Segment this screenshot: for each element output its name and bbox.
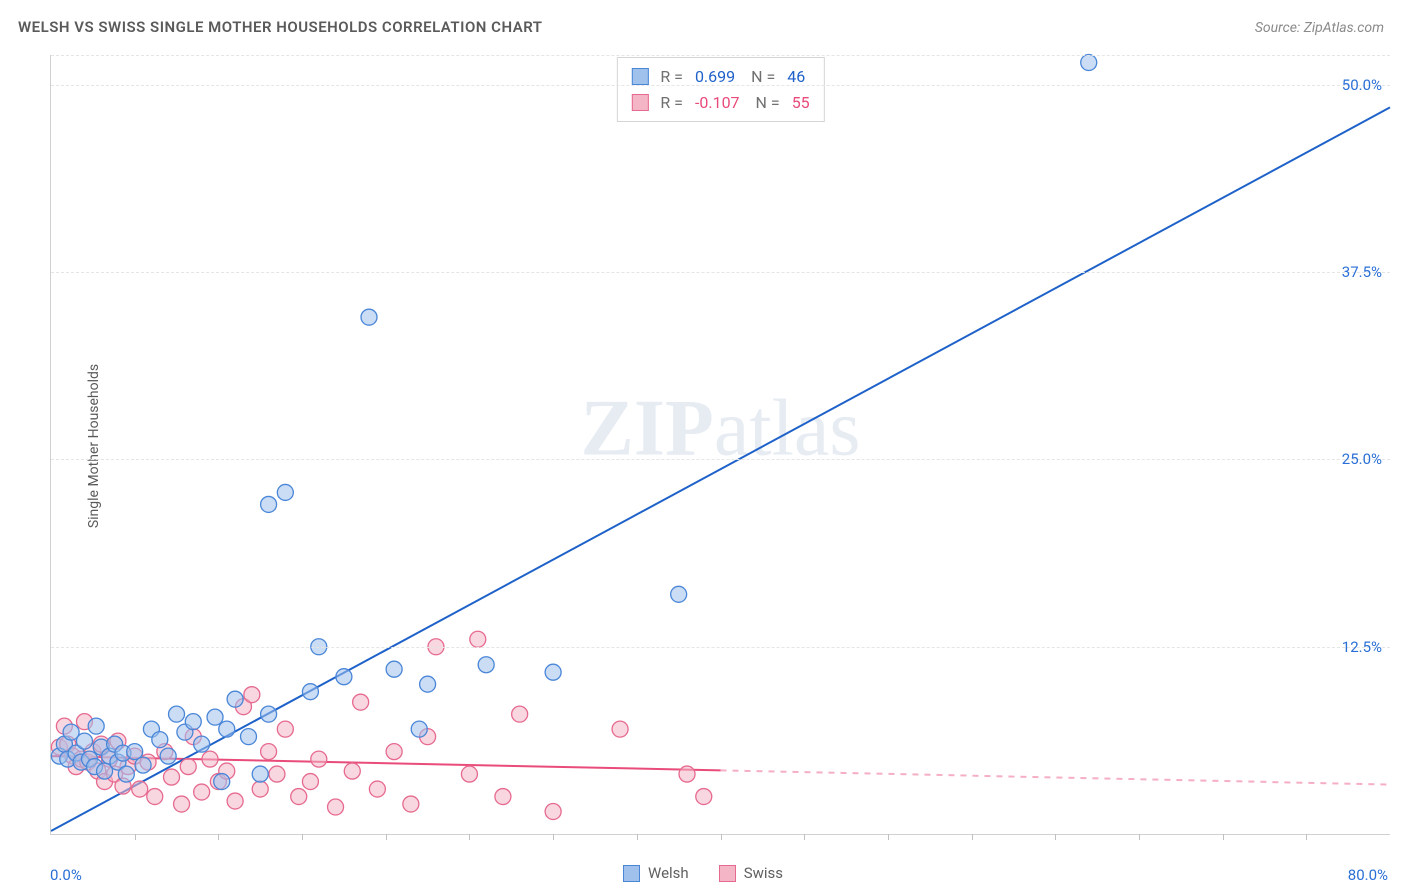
data-point [403,796,419,812]
data-point [277,484,293,500]
data-point [227,691,243,707]
data-point [207,709,223,725]
data-point [470,631,486,647]
x-tick [469,834,470,840]
data-point [76,733,92,749]
gridline [51,272,1390,273]
data-point [1081,54,1097,70]
data-point [164,769,180,785]
x-tick [1306,834,1307,840]
data-point [88,718,104,734]
data-point [478,657,494,673]
x-tick [804,834,805,840]
data-point [302,684,318,700]
data-point [328,799,344,815]
data-point [277,721,293,737]
data-point [291,789,307,805]
data-point [241,729,257,745]
trend-line [51,107,1390,831]
trend-line-dashed [721,770,1391,784]
x-axis-max-label: 80.0% [1348,866,1388,884]
data-point [302,774,318,790]
source-attribution: Source: ZipAtlas.com [1255,20,1384,36]
x-tick [1139,834,1140,840]
chart-title: WELSH VS SWISS SINGLE MOTHER HOUSEHOLDS … [18,18,542,36]
x-tick [1055,834,1056,840]
legend-label-swiss: Swiss [744,864,783,882]
data-point [261,744,277,760]
legend-item-swiss: Swiss [719,864,783,882]
data-point [194,784,210,800]
legend-item-welsh: Welsh [623,864,689,882]
data-point [696,789,712,805]
data-point [202,751,218,767]
data-point [461,766,477,782]
data-point [679,766,695,782]
plot-area: ZIPatlas R = 0.699 N = 46 R = -0.107 N =… [50,55,1390,835]
data-point [386,661,402,677]
data-point [671,586,687,602]
data-point [147,789,163,805]
data-point [169,706,185,722]
data-point [135,757,151,773]
data-point [214,774,230,790]
data-point [612,721,628,737]
x-tick [386,834,387,840]
data-point [252,781,268,797]
x-axis-origin-label: 0.0% [50,866,82,884]
data-point [361,309,377,325]
gridline [51,459,1390,460]
bottom-legend: Welsh Swiss [623,864,783,882]
data-point [269,766,285,782]
x-tick [888,834,889,840]
data-point [420,676,436,692]
data-point [386,744,402,760]
x-tick [218,834,219,840]
data-point [545,804,561,820]
y-tick-label: 50.0% [1342,76,1382,94]
data-point [495,789,511,805]
y-tick-label: 25.0% [1342,450,1382,468]
y-tick-label: 37.5% [1342,263,1382,281]
data-point [261,496,277,512]
x-tick [721,834,722,840]
data-point [185,714,201,730]
data-point [252,766,268,782]
data-point [311,751,327,767]
x-tick [637,834,638,840]
data-point [180,759,196,775]
data-point [353,694,369,710]
data-point [227,793,243,809]
data-point [261,706,277,722]
x-tick [1223,834,1224,840]
y-tick-label: 12.5% [1342,638,1382,656]
data-point [369,781,385,797]
legend-label-welsh: Welsh [648,864,689,882]
legend-swatch-welsh-icon [623,865,640,882]
legend-swatch-swiss-icon [719,865,736,882]
x-tick [553,834,554,840]
data-point [174,796,190,812]
data-point [411,721,427,737]
data-point [194,736,210,752]
x-tick [972,834,973,840]
plot-svg [51,55,1390,834]
data-point [132,781,148,797]
data-point [219,721,235,737]
data-point [244,687,260,703]
data-point [118,766,134,782]
gridline [51,647,1390,648]
data-point [512,706,528,722]
data-point [152,732,168,748]
x-tick [135,834,136,840]
data-point [545,664,561,680]
data-point [336,669,352,685]
x-tick [302,834,303,840]
data-point [344,763,360,779]
gridline [51,85,1390,86]
data-point [160,748,176,764]
gridline [51,55,1390,56]
